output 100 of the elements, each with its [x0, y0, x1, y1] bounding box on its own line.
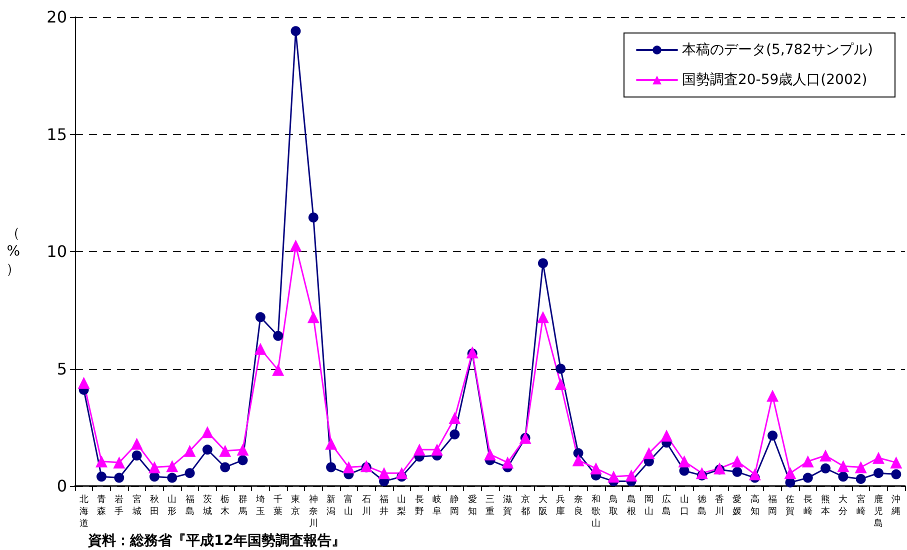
point — [714, 462, 726, 474]
x-tick-label: 高知 — [750, 494, 760, 517]
x-tick-label: 福岡 — [768, 494, 778, 517]
point — [890, 456, 902, 469]
point — [114, 472, 124, 483]
point — [625, 469, 638, 482]
point — [856, 474, 866, 484]
point — [130, 438, 143, 450]
y-tick-label: 0 — [56, 476, 67, 496]
point — [308, 212, 318, 222]
x-tick-label: 栃木 — [220, 494, 230, 517]
x-tick-label: 三重 — [486, 495, 494, 517]
point — [202, 444, 212, 455]
x-tick-label: 群馬 — [237, 494, 248, 517]
point — [166, 460, 178, 472]
point — [837, 460, 850, 472]
point — [891, 469, 902, 480]
point — [766, 390, 779, 402]
x-tick-label: 富山 — [344, 494, 354, 517]
x-tick-label: 長野 — [414, 494, 424, 517]
x-tick-label: 千葉 — [274, 494, 283, 517]
x-tick-label: 長崎 — [803, 494, 812, 517]
point — [149, 472, 160, 482]
x-tick-label: 島根 — [626, 494, 636, 517]
x-tick-label: 山梨 — [397, 494, 406, 517]
y-tick-label: 20 — [46, 8, 67, 26]
x-tick-label: 宮崎 — [856, 494, 866, 517]
point — [854, 461, 867, 474]
x-tick-label: 和歌山 — [591, 494, 600, 529]
x-tick-label: 東京 — [291, 494, 300, 517]
point — [273, 330, 284, 341]
point — [660, 430, 673, 442]
point — [326, 462, 336, 472]
point — [466, 346, 478, 358]
x-tick-label: 奈良 — [574, 494, 583, 517]
point — [784, 467, 796, 480]
point — [502, 456, 514, 469]
x-tick-label: 大阪 — [538, 494, 548, 517]
point — [642, 447, 655, 460]
y-axis-title: （%） — [6, 226, 20, 278]
point — [201, 426, 214, 438]
x-tick-label: 京都 — [520, 494, 530, 517]
x-tick-label: 熊本 — [821, 494, 830, 517]
x-tick-label: 愛媛 — [732, 494, 742, 517]
x-tick-label: 兵庫 — [556, 494, 566, 517]
point — [255, 312, 266, 322]
point — [484, 448, 496, 460]
x-tick-label: 福島 — [185, 494, 194, 517]
x-tick-label: 鳥取 — [608, 494, 618, 517]
y-tick-label: 5 — [56, 359, 67, 378]
point — [820, 463, 831, 474]
point — [802, 472, 813, 483]
x-tick-label: 香川 — [715, 494, 724, 517]
point — [820, 450, 832, 462]
point — [307, 311, 320, 324]
x-tick-label: 秋田 — [150, 494, 159, 517]
x-tick-label: 新潟 — [326, 494, 336, 517]
point — [536, 311, 549, 324]
point — [554, 378, 567, 390]
point — [148, 461, 160, 474]
x-tick-label: 神奈川 — [308, 494, 318, 529]
point — [590, 462, 602, 474]
x-tick-label: 鹿児島 — [874, 494, 884, 529]
point — [236, 444, 249, 456]
point — [838, 472, 848, 482]
point — [95, 455, 108, 468]
point — [113, 456, 126, 469]
point — [732, 466, 742, 477]
point — [78, 376, 90, 389]
point — [608, 470, 620, 483]
y-tick-label: 10 — [46, 242, 67, 261]
point — [342, 461, 355, 474]
point — [272, 364, 284, 376]
point — [731, 455, 744, 468]
x-tick-label: 青森 — [96, 494, 106, 517]
point — [167, 472, 178, 483]
x-tick-label: 静岡 — [450, 494, 460, 517]
point — [96, 472, 106, 482]
x-tick-label: 徳島 — [697, 494, 706, 517]
point — [413, 444, 426, 456]
point — [238, 455, 248, 466]
point — [184, 468, 195, 478]
x-tick-label: 福井 — [380, 494, 389, 517]
x-tick-label: 岩手 — [114, 494, 124, 517]
x-tick-label: 岐阜 — [432, 494, 442, 517]
point — [254, 342, 266, 355]
x-tick-label: 北海道 — [79, 494, 88, 529]
y-tick-label: 15 — [46, 124, 67, 144]
point — [219, 444, 232, 457]
point — [696, 467, 708, 480]
point — [431, 444, 444, 456]
x-tick-label: 山口 — [680, 494, 689, 517]
point — [325, 438, 338, 450]
point — [872, 452, 885, 464]
point — [802, 455, 814, 468]
x-tick-label: 広島 — [662, 494, 672, 517]
x-tick-label: 愛知 — [468, 494, 477, 517]
x-tick-label: 大分 — [838, 494, 848, 517]
x-tick-label: 滋賀 — [503, 494, 512, 517]
point — [290, 26, 301, 36]
